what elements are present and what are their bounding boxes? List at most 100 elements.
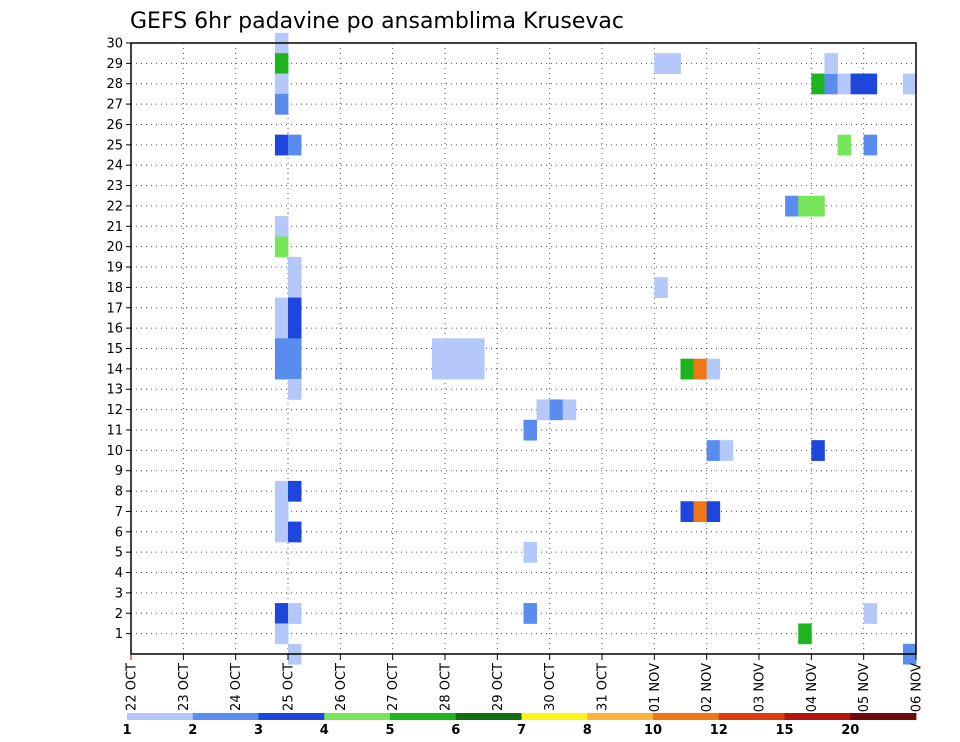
y-tick-label: 22 <box>106 199 123 214</box>
colorbar-swatch <box>521 713 588 720</box>
chart-title: GEFS 6hr padavine po ansamblima Krusevac <box>130 9 624 34</box>
x-tick-label: 30 OCT <box>543 663 558 711</box>
precip-cell <box>274 216 289 237</box>
y-tick-label: 24 <box>106 159 123 174</box>
precip-cell <box>824 53 838 74</box>
precip-cell <box>706 440 721 461</box>
y-tick-label: 29 <box>106 57 123 72</box>
precip-cell <box>288 379 302 400</box>
precip-cell <box>863 73 878 95</box>
y-tick-label: 9 <box>115 464 123 479</box>
y-tick-label: 23 <box>106 179 123 194</box>
precip-cell <box>523 603 537 624</box>
precip-cell <box>863 134 878 156</box>
x-tick-label: 24 OCT <box>229 663 244 711</box>
precip-cell <box>680 501 694 523</box>
y-tick-label: 21 <box>106 220 123 235</box>
y-axis-ticks: 1234567891011121314151617181920212223242… <box>106 37 131 642</box>
precip-cell <box>288 603 302 624</box>
colorbar-label: 2 <box>188 723 197 738</box>
precip-cell <box>288 338 302 360</box>
colorbar-swatch <box>324 713 391 720</box>
y-tick-label: 4 <box>115 566 123 581</box>
colorbar-swatch <box>587 713 654 720</box>
y-tick-label: 27 <box>106 98 123 113</box>
precip-cell <box>706 501 721 523</box>
colorbar-label: 7 <box>517 723 526 738</box>
precip-cell <box>274 297 289 319</box>
y-tick-label: 7 <box>115 505 123 520</box>
precip-cell <box>431 338 446 360</box>
y-tick-label: 1 <box>115 627 123 642</box>
x-tick-label: 06 NOV <box>910 663 925 712</box>
y-tick-label: 30 <box>106 37 123 52</box>
colorbar-label: 12 <box>710 723 728 738</box>
y-tick-label: 3 <box>115 586 123 601</box>
colorbar-label: 10 <box>644 723 662 738</box>
precip-cell <box>274 623 289 645</box>
y-tick-label: 25 <box>106 138 123 153</box>
x-tick-label: 28 OCT <box>439 663 454 711</box>
y-tick-label: 16 <box>106 322 123 337</box>
precip-cell <box>811 195 825 217</box>
y-tick-label: 13 <box>106 383 123 398</box>
precip-cell <box>706 358 721 380</box>
y-tick-label: 2 <box>115 607 123 622</box>
y-tick-label: 12 <box>106 403 123 418</box>
precip-cell <box>562 399 577 421</box>
colorbar-swatch <box>455 713 522 720</box>
x-tick-label: 05 NOV <box>857 663 872 712</box>
x-tick-label: 29 OCT <box>491 663 506 711</box>
precip-cell <box>811 73 825 95</box>
colorbar-swatch <box>127 713 194 720</box>
precip-cells <box>274 32 917 665</box>
colorbar-swatch <box>192 713 259 720</box>
precip-cell <box>693 358 708 380</box>
precip-cell <box>274 358 289 380</box>
colorbar-label: 20 <box>841 723 859 738</box>
precip-cell <box>471 358 485 380</box>
x-tick-label: 02 NOV <box>700 663 715 712</box>
precip-cell <box>458 338 472 360</box>
precip-cell <box>850 73 865 95</box>
precip-cell <box>274 603 289 624</box>
y-tick-label: 11 <box>106 423 123 438</box>
precip-cell <box>863 603 878 624</box>
y-tick-label: 19 <box>106 261 123 276</box>
precip-cell <box>274 338 289 360</box>
precip-cell <box>288 297 302 319</box>
y-tick-label: 5 <box>115 546 123 561</box>
precip-cell <box>837 73 851 95</box>
precip-cell <box>288 358 302 380</box>
precip-cell <box>902 73 917 95</box>
x-tick-label: 25 OCT <box>282 663 297 711</box>
precip-cell <box>288 277 302 298</box>
precip-cell <box>693 501 708 523</box>
colorbar-label: 5 <box>385 723 394 738</box>
colorbar-label: 15 <box>775 723 793 738</box>
precip-cell <box>288 521 302 543</box>
precip-cell <box>274 53 289 74</box>
precip-cell <box>785 195 799 217</box>
y-tick-label: 17 <box>106 301 123 316</box>
precip-cell <box>458 358 472 380</box>
colorbar-label: 4 <box>320 723 329 738</box>
precip-cell <box>536 399 551 421</box>
precip-cell <box>274 73 289 95</box>
x-axis-ticks: 22 OCT 23 OCT 24 OCT 25 OCT 26 OCT 27 OCT 28 O… <box>125 654 925 712</box>
precip-cell <box>274 501 289 523</box>
precip-cell <box>288 134 302 156</box>
precip-cell <box>274 236 289 258</box>
precip-cell <box>274 134 289 156</box>
colorbar-swatch <box>653 713 720 720</box>
precip-cell <box>445 338 459 360</box>
precip-cell <box>680 358 694 380</box>
y-tick-label: 28 <box>106 77 123 92</box>
y-tick-label: 8 <box>115 485 123 500</box>
colorbar-label: 1 <box>122 723 131 738</box>
colorbar-swatch <box>784 713 851 720</box>
plot-frame <box>130 42 917 655</box>
colorbar-swatch <box>258 713 325 720</box>
colorbar-swatch <box>390 713 457 720</box>
x-tick-label: 04 NOV <box>805 663 820 712</box>
